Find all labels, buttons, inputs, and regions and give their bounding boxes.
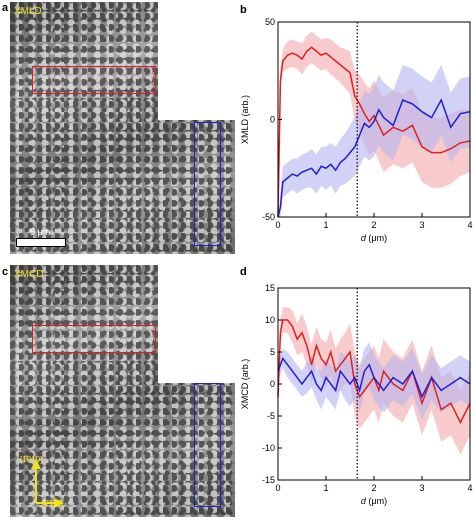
panel-letter-a: a <box>2 2 9 14</box>
y-tick-label: -15 <box>262 475 275 485</box>
panel-letter-d: d <box>240 266 247 278</box>
y-tick-label: -50 <box>262 212 275 222</box>
x-tick-label: 2 <box>371 220 376 230</box>
series-line <box>277 319 471 425</box>
xmcd-label: XMCD <box>14 269 44 280</box>
x-tick-label: 3 <box>419 220 424 230</box>
y-axis-label: XMCD (arb.) <box>240 359 250 410</box>
y-tick-label: -5 <box>267 411 275 421</box>
x-tick-label: 4 <box>467 220 472 230</box>
image-cutout <box>158 265 235 383</box>
series-line <box>277 356 471 399</box>
xmcd-image: XMCD [1̄010] [2̄110] <box>10 265 235 517</box>
y-tick-label: 0 <box>270 379 275 389</box>
y-tick-label: 0 <box>270 115 275 125</box>
crystal-axes-icon <box>31 459 64 508</box>
x-tick-label: 2 <box>371 483 376 493</box>
panel-letter-c: c <box>2 266 9 278</box>
x-axis-label: d (μm) <box>361 233 387 243</box>
xmcd-line-chart: 0 1 2 3 4 -15 -10 -5 0 5 10 15 d (μm) XMCD (arb.) <box>240 283 473 506</box>
scale-bar <box>16 238 66 247</box>
red-roi-rect <box>32 66 156 94</box>
x-tick-label: 1 <box>323 483 328 493</box>
axis-up-label: [1̄010] <box>20 455 43 464</box>
x-tick-label: 1 <box>323 220 328 230</box>
red-roi-rect <box>32 325 156 353</box>
x-tick-label: 3 <box>419 483 424 493</box>
y-tick-label: 5 <box>270 347 275 357</box>
error-band <box>278 342 470 420</box>
y-tick-label: 10 <box>265 315 275 325</box>
blue-roi-rect <box>194 383 221 507</box>
x-axis-label: d (μm) <box>361 496 387 506</box>
x-tick-label: 4 <box>467 483 472 493</box>
series-line <box>277 46 471 218</box>
image-cutout <box>158 2 235 120</box>
blue-roi-rect <box>194 122 221 246</box>
xmld-label: XMLD <box>14 6 42 17</box>
x-tick-label: 0 <box>275 220 280 230</box>
y-tick-label: 50 <box>265 17 275 27</box>
y-axis-label: XMLD (arb.) <box>240 95 250 144</box>
y-tick-label: 15 <box>265 283 275 293</box>
error-band <box>278 64 470 218</box>
series-line <box>277 98 471 218</box>
x-tick-label: 0 <box>275 483 280 493</box>
y-tick-label: -10 <box>262 443 275 453</box>
panel-letter-b: b <box>240 4 247 16</box>
scale-bar-label: 5 μm <box>30 227 51 237</box>
xmld-image: XMLD 5 μm <box>10 2 235 254</box>
axis-right-label: [2̄110] <box>42 499 64 508</box>
